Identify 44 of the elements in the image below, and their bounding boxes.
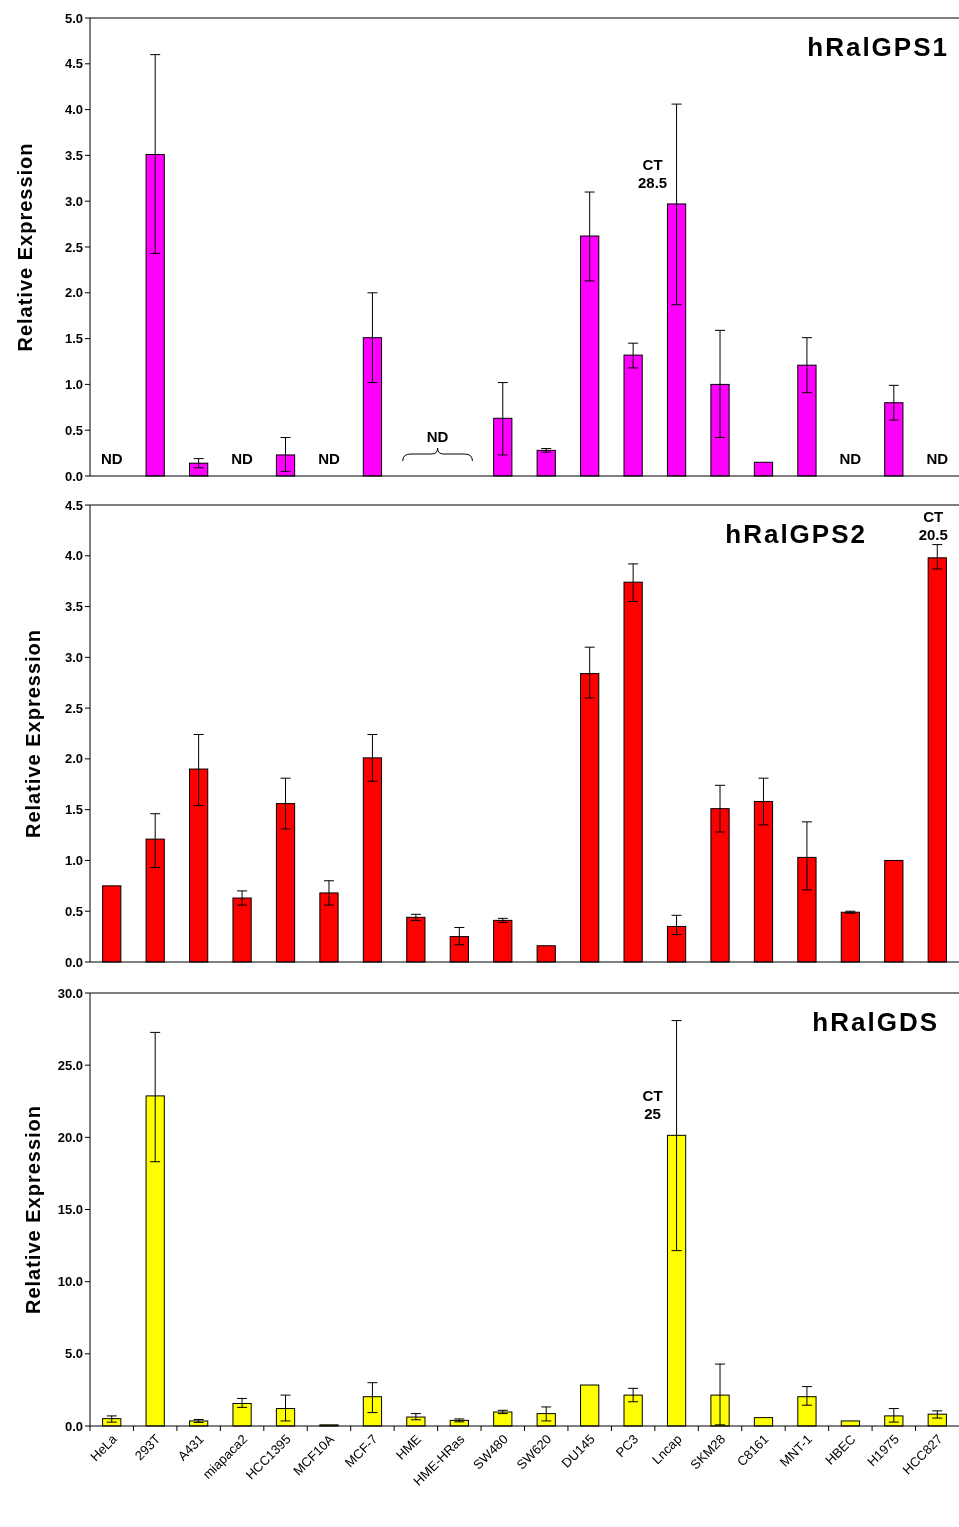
y-tick-label: 3.5 [64, 147, 83, 163]
y-tick-label: 0.5 [64, 422, 83, 438]
y-tick-label: 4.5 [64, 56, 83, 72]
y-tick-label: 5.0 [64, 10, 83, 26]
y-tick-label: 1.0 [64, 376, 83, 392]
x-tick-label: PC3 [612, 1431, 642, 1461]
y-tick-label: 25.0 [57, 1057, 83, 1073]
y-tick-label: 4.5 [64, 497, 83, 513]
y-tick-label: 3.5 [64, 599, 83, 615]
y-tick-label: 2.5 [64, 700, 83, 716]
y-tick-label: 0.0 [64, 1418, 83, 1434]
y-tick-label: 2.5 [64, 239, 83, 255]
y-tick-label: 0.5 [64, 903, 83, 919]
annotation: ND [100, 450, 123, 467]
y-tick-label: 4.0 [64, 548, 83, 564]
y-tick-label: 4.0 [64, 102, 83, 118]
annotation: ND [426, 428, 449, 445]
y-tick-label: 10.0 [57, 1274, 83, 1290]
annotation: ND [926, 450, 949, 467]
y-tick-label: 15.0 [57, 1202, 83, 1218]
annotation: ND [318, 450, 340, 467]
annotation: CT 20.5 [918, 507, 948, 543]
text: hRalGPS2 [725, 519, 867, 549]
y-axis-title: Relative Expression [22, 1104, 44, 1315]
y-tick-label: 5.0 [64, 1346, 83, 1362]
y-tick-label: 1.5 [64, 802, 83, 818]
text: hRalGPS1 [807, 32, 949, 62]
y-tick-label: 0.0 [64, 954, 83, 970]
y-tick-label: 3.0 [64, 193, 83, 209]
annotation: CT 28.5 [637, 155, 668, 191]
y-axis-title: Relative Expression [22, 628, 44, 839]
annotation: ND [231, 450, 254, 467]
y-tick-label: 3.0 [64, 649, 83, 665]
y-tick-label: 2.0 [64, 751, 83, 767]
y-tick-label: 20.0 [57, 1129, 83, 1145]
y-tick-label: 0.0 [64, 468, 83, 484]
annotation: ND [839, 450, 862, 467]
y-tick-label: 2.0 [64, 285, 83, 301]
y-axis-title: Relative Expression [14, 142, 36, 352]
y-tick-label: 1.5 [64, 331, 83, 347]
y-tick-label: 30.0 [57, 985, 83, 1001]
annotation: CT 25 [642, 1087, 663, 1123]
y-tick-label: 1.0 [64, 852, 83, 868]
text: hRalGDS [812, 1007, 939, 1037]
